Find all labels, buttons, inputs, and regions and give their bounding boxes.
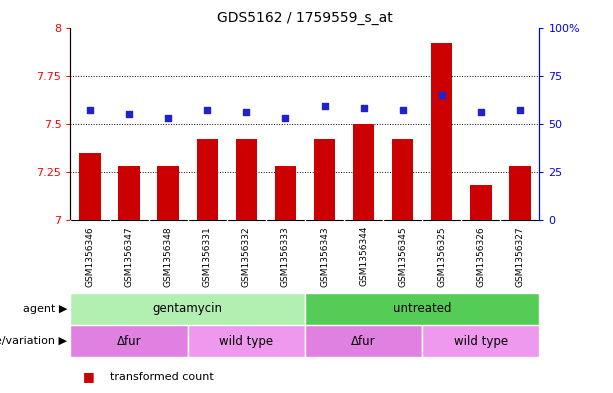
- Bar: [431, 43, 452, 220]
- Bar: [70, 325, 188, 357]
- Bar: [314, 139, 335, 220]
- Point: [85, 107, 95, 114]
- Text: wild type: wild type: [454, 334, 508, 348]
- Text: GSM1356333: GSM1356333: [281, 226, 290, 286]
- Text: Δfur: Δfur: [351, 334, 376, 348]
- Bar: [353, 124, 375, 220]
- Bar: [392, 139, 413, 220]
- Point: [398, 107, 408, 114]
- Bar: [509, 166, 531, 220]
- Text: untreated: untreated: [393, 302, 451, 316]
- Bar: [235, 139, 257, 220]
- Bar: [158, 166, 179, 220]
- Bar: [422, 325, 539, 357]
- Point: [437, 92, 447, 98]
- Title: GDS5162 / 1759559_s_at: GDS5162 / 1759559_s_at: [217, 11, 393, 25]
- Text: GSM1356325: GSM1356325: [437, 226, 446, 286]
- Text: GSM1356331: GSM1356331: [203, 226, 211, 286]
- Bar: [275, 166, 296, 220]
- Text: agent ▶: agent ▶: [23, 304, 67, 314]
- Bar: [70, 293, 305, 325]
- Text: Δfur: Δfur: [117, 334, 142, 348]
- Text: GSM1356347: GSM1356347: [124, 226, 134, 286]
- Bar: [470, 185, 492, 220]
- Bar: [305, 325, 422, 357]
- Text: GSM1356348: GSM1356348: [164, 226, 173, 286]
- Bar: [188, 325, 305, 357]
- Text: ■: ■: [83, 370, 94, 384]
- Text: GSM1356326: GSM1356326: [476, 226, 485, 286]
- Text: genotype/variation ▶: genotype/variation ▶: [0, 336, 67, 346]
- Point: [281, 115, 291, 121]
- Bar: [305, 293, 539, 325]
- Point: [202, 107, 212, 114]
- Point: [319, 103, 329, 110]
- Text: GSM1356344: GSM1356344: [359, 226, 368, 286]
- Bar: [118, 166, 140, 220]
- Text: GSM1356327: GSM1356327: [516, 226, 524, 286]
- Point: [515, 107, 525, 114]
- Point: [163, 115, 173, 121]
- Text: transformed count: transformed count: [110, 372, 214, 382]
- Text: GSM1356343: GSM1356343: [320, 226, 329, 286]
- Text: GSM1356345: GSM1356345: [398, 226, 407, 286]
- Text: wild type: wild type: [219, 334, 273, 348]
- Point: [359, 105, 368, 112]
- Point: [242, 109, 251, 116]
- Text: GSM1356332: GSM1356332: [242, 226, 251, 286]
- Bar: [197, 139, 218, 220]
- Point: [124, 111, 134, 118]
- Text: GSM1356346: GSM1356346: [86, 226, 94, 286]
- Text: gentamycin: gentamycin: [153, 302, 223, 316]
- Bar: [79, 152, 101, 220]
- Point: [476, 109, 485, 116]
